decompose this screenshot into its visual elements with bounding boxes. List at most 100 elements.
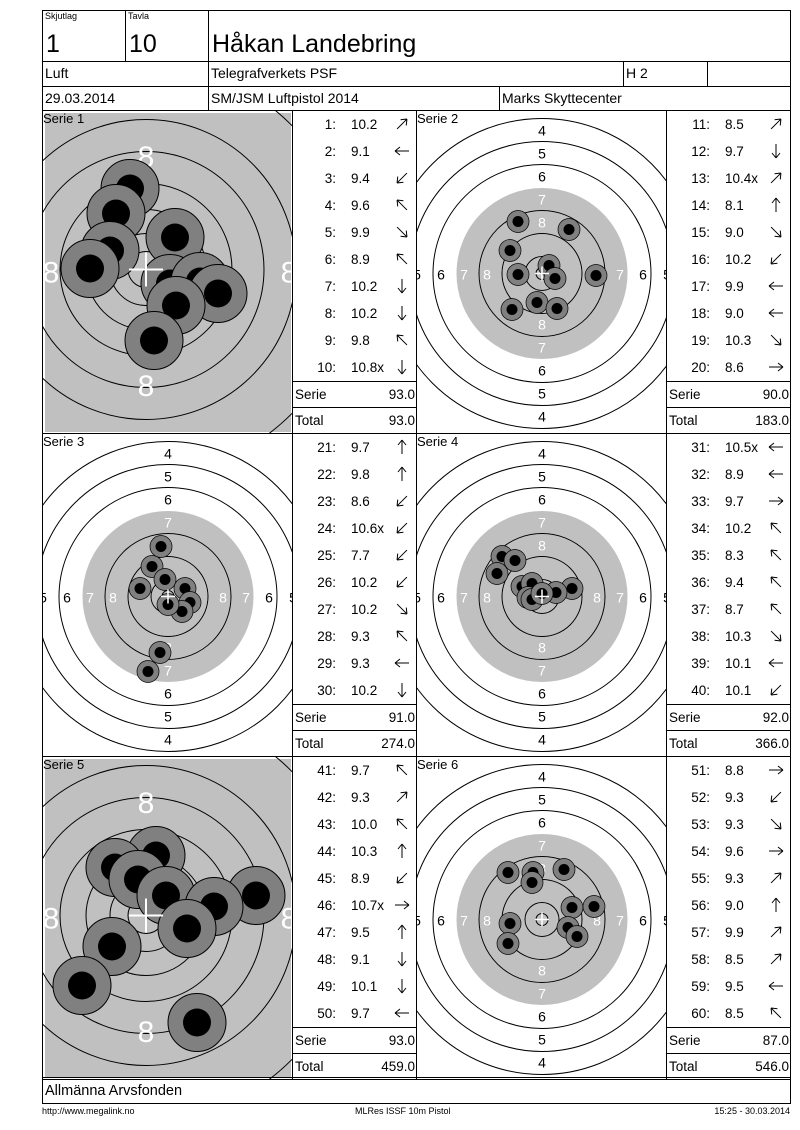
ring-number: 5	[164, 469, 172, 485]
shot-hole-center	[526, 877, 538, 888]
direction-arrow-icon	[396, 253, 408, 265]
direction-arrow-icon	[397, 279, 407, 294]
shot-row: 20: 8.6	[667, 354, 791, 381]
direction-arrow-icon	[769, 846, 784, 856]
ring-number: 7	[460, 267, 468, 283]
shot-row: 60: 8.5	[667, 1000, 791, 1027]
footer-url[interactable]: http://www.megalink.no	[42, 1106, 135, 1116]
shot-number: 2:	[324, 144, 336, 159]
ring-number: 5	[538, 1032, 546, 1048]
shot-row: 27: 10.2	[293, 596, 417, 623]
ring-number: 7	[616, 590, 624, 606]
shot-value: 10.3	[725, 629, 752, 644]
shot-number: 15:	[691, 225, 710, 240]
ring-number: 6	[639, 590, 647, 606]
direction-arrow-icon	[396, 495, 408, 507]
ring-number: 7	[460, 590, 468, 606]
ring-number: 4	[164, 446, 172, 462]
serie-title: Serie 5	[43, 757, 85, 772]
shot-row: 32: 8.9	[667, 461, 791, 488]
shot-row: 55: 9.3	[667, 865, 791, 892]
ring-number: 8	[138, 787, 155, 820]
ring-number: 6	[639, 267, 647, 283]
shot-value: 9.3	[351, 656, 370, 671]
ring-number: 5	[417, 913, 421, 929]
ring-line	[501, 233, 583, 314]
ring-number: 6	[538, 686, 546, 702]
direction-arrow-icon	[397, 306, 407, 321]
ring-number: 8	[538, 317, 546, 333]
shot-number: 8:	[324, 306, 336, 321]
shot-number: 58:	[691, 952, 710, 967]
shot-number: 3:	[324, 171, 336, 186]
direction-arrow-icon	[770, 791, 782, 803]
shot-hole-center	[571, 931, 583, 942]
shot-number: 28:	[317, 629, 336, 644]
shot-row: 8: 10.2	[293, 300, 417, 327]
shot-number: 50:	[317, 1006, 336, 1021]
direction-arrow-icon	[394, 658, 409, 668]
shot-number: 26:	[317, 575, 336, 590]
serie-sum-value: 93.0	[388, 387, 415, 402]
direction-arrow-icon	[396, 522, 408, 534]
shot-value: 9.5	[725, 979, 744, 994]
shot-value: 10.0	[351, 817, 378, 832]
ring-number: 8	[43, 903, 59, 936]
ring-number: 5	[417, 267, 421, 283]
venue-cell: Marks Skyttecenter	[499, 86, 791, 111]
ring-number: 4	[164, 732, 172, 748]
shot-number: 37:	[691, 602, 710, 617]
shot-hole-center	[155, 541, 167, 552]
sponsor-cell: Allmänna Arvsfonden	[42, 1077, 791, 1104]
competition: SM/JSM Luftpistol 2014	[211, 90, 359, 106]
ring-line	[417, 787, 666, 1052]
shot-value: 8.3	[725, 548, 744, 563]
serie-sum-row: Serie 93.0	[293, 1027, 417, 1053]
total-label: Total	[669, 736, 698, 751]
shot-value: 9.7	[725, 494, 744, 509]
shot-value: 10.3	[725, 333, 752, 348]
shot-number: 6:	[324, 252, 336, 267]
shot-number: 12:	[691, 144, 710, 159]
ring-number: 5	[164, 709, 172, 725]
shot-row: 56: 9.0	[667, 892, 791, 919]
shot-hole-center	[162, 599, 174, 610]
shot-row: 54: 9.6	[667, 838, 791, 865]
shot-number: 14:	[691, 198, 710, 213]
shot-value: 9.1	[351, 952, 370, 967]
shot-number: 11:	[692, 117, 710, 132]
shot-value: 10.3	[351, 844, 378, 859]
shot-number: 42:	[317, 790, 336, 805]
shot-value: 10.2	[725, 252, 752, 267]
shot-row: 2: 9.1	[293, 138, 417, 165]
ring-number: 8	[538, 215, 546, 231]
shot-hole-center	[140, 326, 168, 355]
shot-row: 6: 8.9	[293, 246, 417, 273]
shot-row: 49: 10.1	[293, 973, 417, 1000]
shot-row: 7: 10.2	[293, 273, 417, 300]
target-svg: 445566778855667788	[43, 441, 292, 752]
category-cell: Luft	[42, 61, 209, 87]
serie-sum-row: Serie 92.0	[667, 704, 791, 730]
ring-number: 7	[86, 590, 94, 606]
total-value: 274.0	[381, 736, 415, 751]
shot-value: 9.6	[351, 198, 370, 213]
shot-value: 10.2	[725, 521, 752, 536]
total-label: Total	[669, 413, 698, 428]
ring-number: 6	[164, 492, 172, 508]
target-cell-6: Serie 6445566778855667788	[416, 756, 667, 1080]
aim-cross	[161, 589, 175, 604]
total-label: Total	[295, 736, 324, 751]
ring-number: 6	[63, 590, 71, 606]
shot-number: 23:	[317, 494, 336, 509]
direction-arrow-icon	[769, 496, 784, 506]
shot-hole-center	[504, 918, 516, 929]
ring-number: 8	[538, 640, 546, 656]
shot-value: 8.9	[351, 252, 370, 267]
serie-title: Serie 1	[43, 111, 85, 126]
ring-line	[417, 764, 666, 1075]
ring-number: 5	[417, 590, 421, 606]
shot-row: 37: 8.7	[667, 596, 791, 623]
shot-number: 31:	[691, 440, 710, 455]
direction-arrow-icon	[396, 199, 408, 211]
